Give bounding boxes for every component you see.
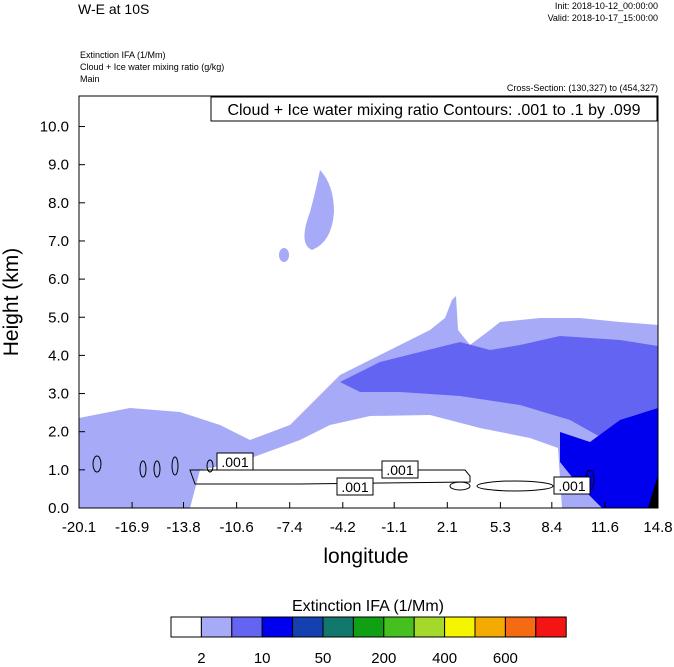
x-tick-label: -13.8 bbox=[166, 519, 200, 536]
x-tick-label: -16.9 bbox=[115, 519, 149, 536]
upper-blob bbox=[304, 170, 334, 250]
colorbar-swatch bbox=[322, 616, 354, 638]
y-tick-label: 4.0 bbox=[48, 347, 69, 364]
y-axis-label: Height (km) bbox=[0, 248, 23, 357]
corner-region bbox=[648, 475, 658, 508]
valid: Valid: 2018-10-17_15:00:00 bbox=[548, 13, 658, 23]
colorbar-swatch bbox=[383, 616, 415, 638]
contour-label: .001 bbox=[221, 454, 248, 470]
contour-label-box bbox=[553, 476, 591, 495]
y-tick-label: 5.0 bbox=[48, 309, 69, 326]
x-tick-label: 14.8 bbox=[643, 519, 672, 536]
colorbar-label: 400 bbox=[432, 650, 457, 667]
x-tick-label: -7.4 bbox=[277, 519, 303, 536]
field-label: Main bbox=[80, 74, 100, 84]
plot-frame bbox=[78, 95, 659, 509]
contour-label-box bbox=[381, 460, 419, 479]
field bbox=[79, 96, 658, 508]
y-tick-label: 10.0 bbox=[40, 119, 69, 136]
colorbar-swatch bbox=[200, 616, 233, 638]
colorbar-title: Extinction IFA (1/Mm) bbox=[292, 598, 444, 615]
x-tick-label: -10.6 bbox=[220, 519, 254, 536]
colorbar-swatch bbox=[535, 616, 567, 638]
cross-section: Cross-Section: (130,327) to (454,327) bbox=[507, 83, 658, 93]
colorbar-label: 200 bbox=[371, 650, 396, 667]
y-tick-label: 0.0 bbox=[48, 500, 69, 517]
colorbar-label: 50 bbox=[315, 650, 332, 667]
colorbar-swatch bbox=[231, 616, 263, 638]
init: Init: 2018-10-12_00:00:00 bbox=[555, 1, 658, 11]
contour-label: .001 bbox=[558, 478, 585, 494]
colorbar-swatch bbox=[444, 616, 476, 638]
y-tick-label: 7.0 bbox=[48, 233, 69, 250]
y-tick-label: 6.0 bbox=[48, 271, 69, 288]
x-tick-label: -20.1 bbox=[62, 519, 96, 536]
y-tick-label: 1.0 bbox=[48, 462, 69, 479]
x-tick-label: -1.1 bbox=[381, 519, 407, 536]
x-tick-label: 2.1 bbox=[437, 519, 458, 536]
colorbar-swatch bbox=[504, 616, 537, 638]
x-tick-label: 5.3 bbox=[490, 519, 511, 536]
colorbar-swatch bbox=[261, 616, 294, 638]
y-tick-label: 2.0 bbox=[48, 424, 69, 441]
x-tick-label: 11.6 bbox=[591, 519, 619, 536]
colorbar-label: 2 bbox=[197, 650, 205, 667]
colorbar-swatch bbox=[474, 616, 506, 638]
y-tick-label: 3.0 bbox=[48, 386, 69, 403]
small-blob bbox=[279, 248, 289, 262]
title: W-E at 10S bbox=[78, 1, 149, 17]
y-tick-label: 8.0 bbox=[48, 195, 69, 212]
x-axis-label: longitude bbox=[323, 545, 408, 568]
x-tick-label: 8.4 bbox=[541, 519, 562, 536]
field-label: Cloud + Ice water mixing ratio (g/kg) bbox=[80, 62, 224, 72]
colorbar-swatch bbox=[170, 616, 202, 638]
field-label: Extinction IFA (1/Mm) bbox=[80, 50, 166, 60]
medium-region bbox=[340, 336, 658, 478]
colorbar-label: 10 bbox=[254, 650, 271, 667]
colorbar-swatch bbox=[352, 616, 385, 638]
contour-label: .001 bbox=[386, 462, 413, 478]
colorbar-swatch bbox=[413, 616, 446, 638]
contour-label: .001 bbox=[341, 479, 368, 495]
contour-label-box bbox=[216, 452, 254, 471]
x-tick-label: -4.2 bbox=[330, 519, 356, 536]
y-tick-label: 9.0 bbox=[48, 157, 69, 174]
contour-title-box bbox=[210, 96, 658, 122]
contour-label-box bbox=[336, 477, 374, 496]
colorbar-label: 600 bbox=[493, 650, 518, 667]
colorbar-swatch bbox=[292, 616, 324, 638]
contour-title: Cloud + Ice water mixing ratio Contours:… bbox=[227, 102, 640, 119]
